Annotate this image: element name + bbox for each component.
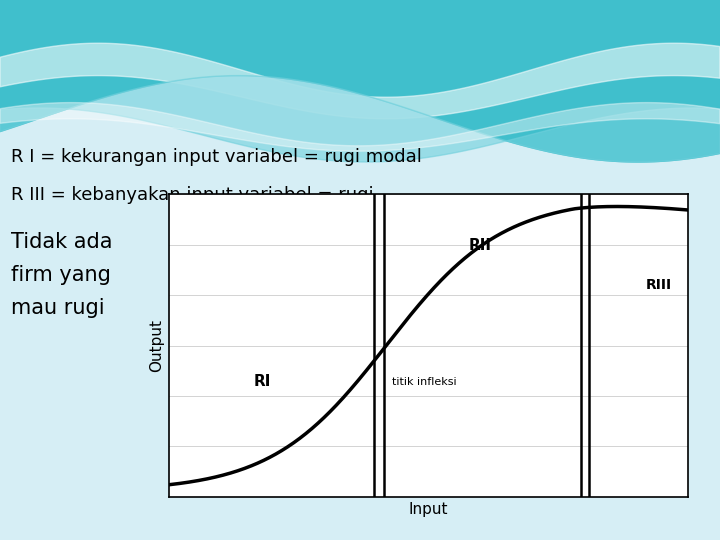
Text: Tidak ada
firm yang
mau rugi: Tidak ada firm yang mau rugi: [11, 232, 112, 318]
X-axis label: Input: Input: [409, 502, 448, 517]
Text: R I = kekurangan input variabel = rugi modal: R I = kekurangan input variabel = rugi m…: [11, 148, 422, 166]
Text: R III = kebanyakan input variabel = rugi: R III = kebanyakan input variabel = rugi: [11, 186, 374, 204]
Y-axis label: Output: Output: [148, 319, 163, 372]
Text: titik infleksi: titik infleksi: [392, 377, 456, 387]
Text: RIII: RIII: [646, 278, 672, 292]
Text: RII: RII: [469, 238, 492, 253]
Text: RI: RI: [254, 374, 271, 389]
